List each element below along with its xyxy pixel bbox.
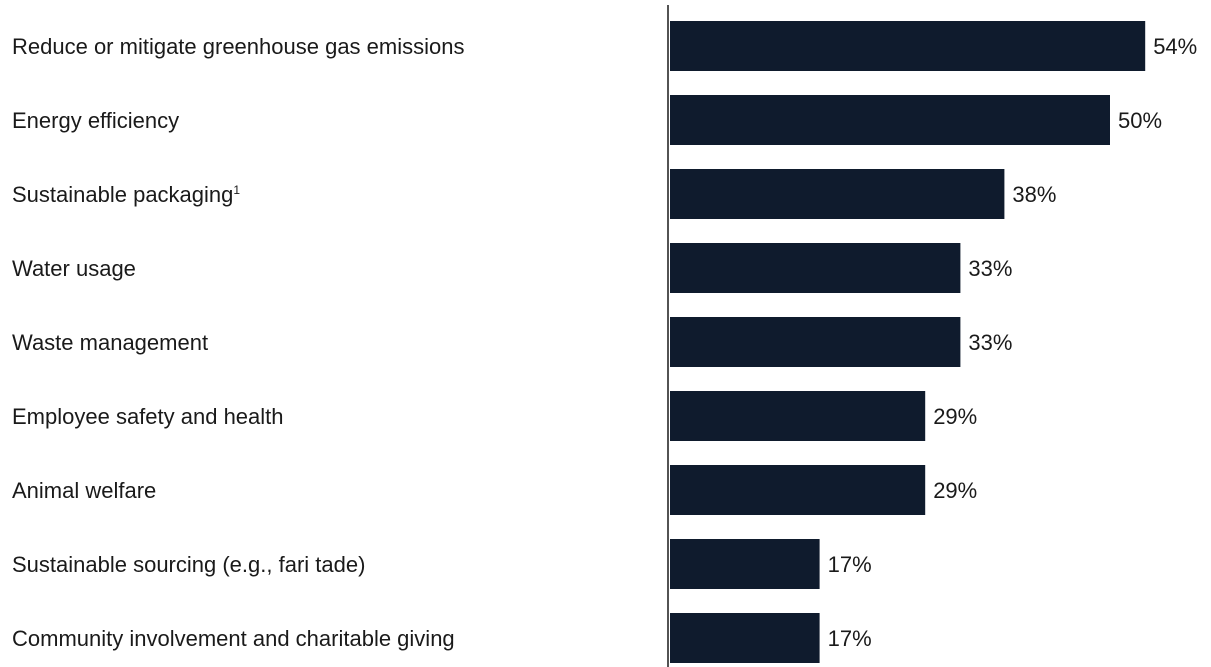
value-label: 38% [1012, 182, 1056, 207]
category-label: Water usage [12, 256, 136, 281]
value-label: 29% [933, 478, 977, 503]
value-label: 54% [1153, 34, 1197, 59]
footnote-marker: 1 [233, 183, 240, 197]
bar [670, 243, 961, 293]
bar [670, 465, 926, 515]
category-label: Energy efficiency [12, 108, 179, 133]
bar [670, 613, 820, 663]
bar [670, 169, 1005, 219]
value-label: 29% [933, 404, 977, 429]
category-label: Animal welfare [12, 478, 156, 503]
category-labels: Reduce or mitigate greenhouse gas emissi… [12, 34, 464, 651]
category-label: Community involvement and charitable giv… [12, 626, 455, 651]
bar [670, 317, 961, 367]
value-label: 17% [828, 552, 872, 577]
value-labels: 54% 50% 38% 33% 33% 29% 29% 17% 17% [828, 34, 1198, 651]
bar [670, 95, 1110, 145]
category-label: Sustainable packaging1 [12, 182, 240, 207]
value-label: 33% [968, 330, 1012, 355]
category-label: Reduce or mitigate greenhouse gas emissi… [12, 34, 464, 59]
category-label: Sustainable sourcing (e.g., fari tade) [12, 552, 365, 577]
bar [670, 539, 820, 589]
value-label: 17% [828, 626, 872, 651]
bar [670, 391, 926, 441]
category-label: Waste management [12, 330, 208, 355]
bars [670, 21, 1146, 663]
value-label: 50% [1118, 108, 1162, 133]
bar [670, 21, 1146, 71]
value-label: 33% [968, 256, 1012, 281]
category-label: Employee safety and health [12, 404, 284, 429]
